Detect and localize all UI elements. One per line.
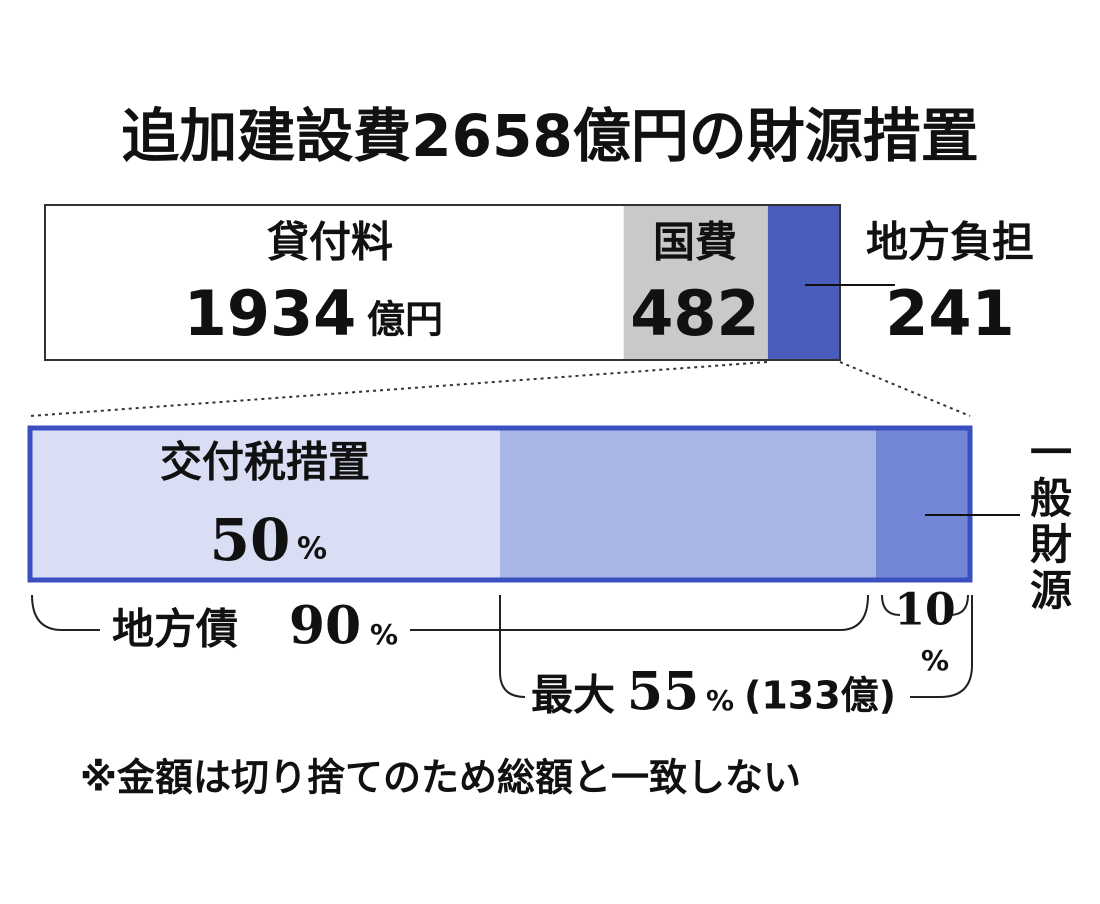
vertical-label: 一般財源 [1024,430,1073,614]
segment-value: 482 [630,277,759,350]
bracket [881,594,969,616]
segment-value: 50 [210,506,291,574]
bracket-label: 地方債 [112,605,238,654]
bracket-label: 最大 [531,671,615,720]
vertical-text: 一般財源 [1024,430,1073,614]
segment [45,205,624,360]
top-bar [45,205,840,360]
bottom-bar-frame [27,425,973,583]
percent: % [921,644,949,677]
label-bg [525,670,910,725]
top-bar-frame [44,204,841,361]
title: 追加建設費2658億円の財源措置 [121,102,978,170]
segment-label: 貸付料 [267,218,393,267]
segment [623,205,768,360]
segment-unit: 億円 [367,298,443,342]
percent: % [297,532,327,567]
segment-label: 地方負担 [866,218,1034,267]
percent: % [706,684,734,717]
zoom-line [839,361,971,417]
bottom-bar [30,428,970,580]
bracket-value: 90 [289,596,361,657]
segment [876,428,970,580]
segment-label: 交付税措置 [160,438,370,487]
zoom-line [29,361,768,417]
segment-value: 1934 [184,277,357,350]
segment [500,428,876,580]
segment-label: 国費 [653,218,737,267]
segment [30,428,500,580]
bracket-note: (133億) [744,674,896,718]
bracket-value: 55 [627,662,699,723]
segment-value: 241 [885,277,1014,350]
percent: % [370,618,398,651]
segment [767,205,840,360]
bracket [31,594,869,631]
label-bg [100,605,410,655]
footnote: ※金額は切り捨てのため総額と一致しない [80,756,801,800]
bracket-value: 10 [894,585,955,636]
